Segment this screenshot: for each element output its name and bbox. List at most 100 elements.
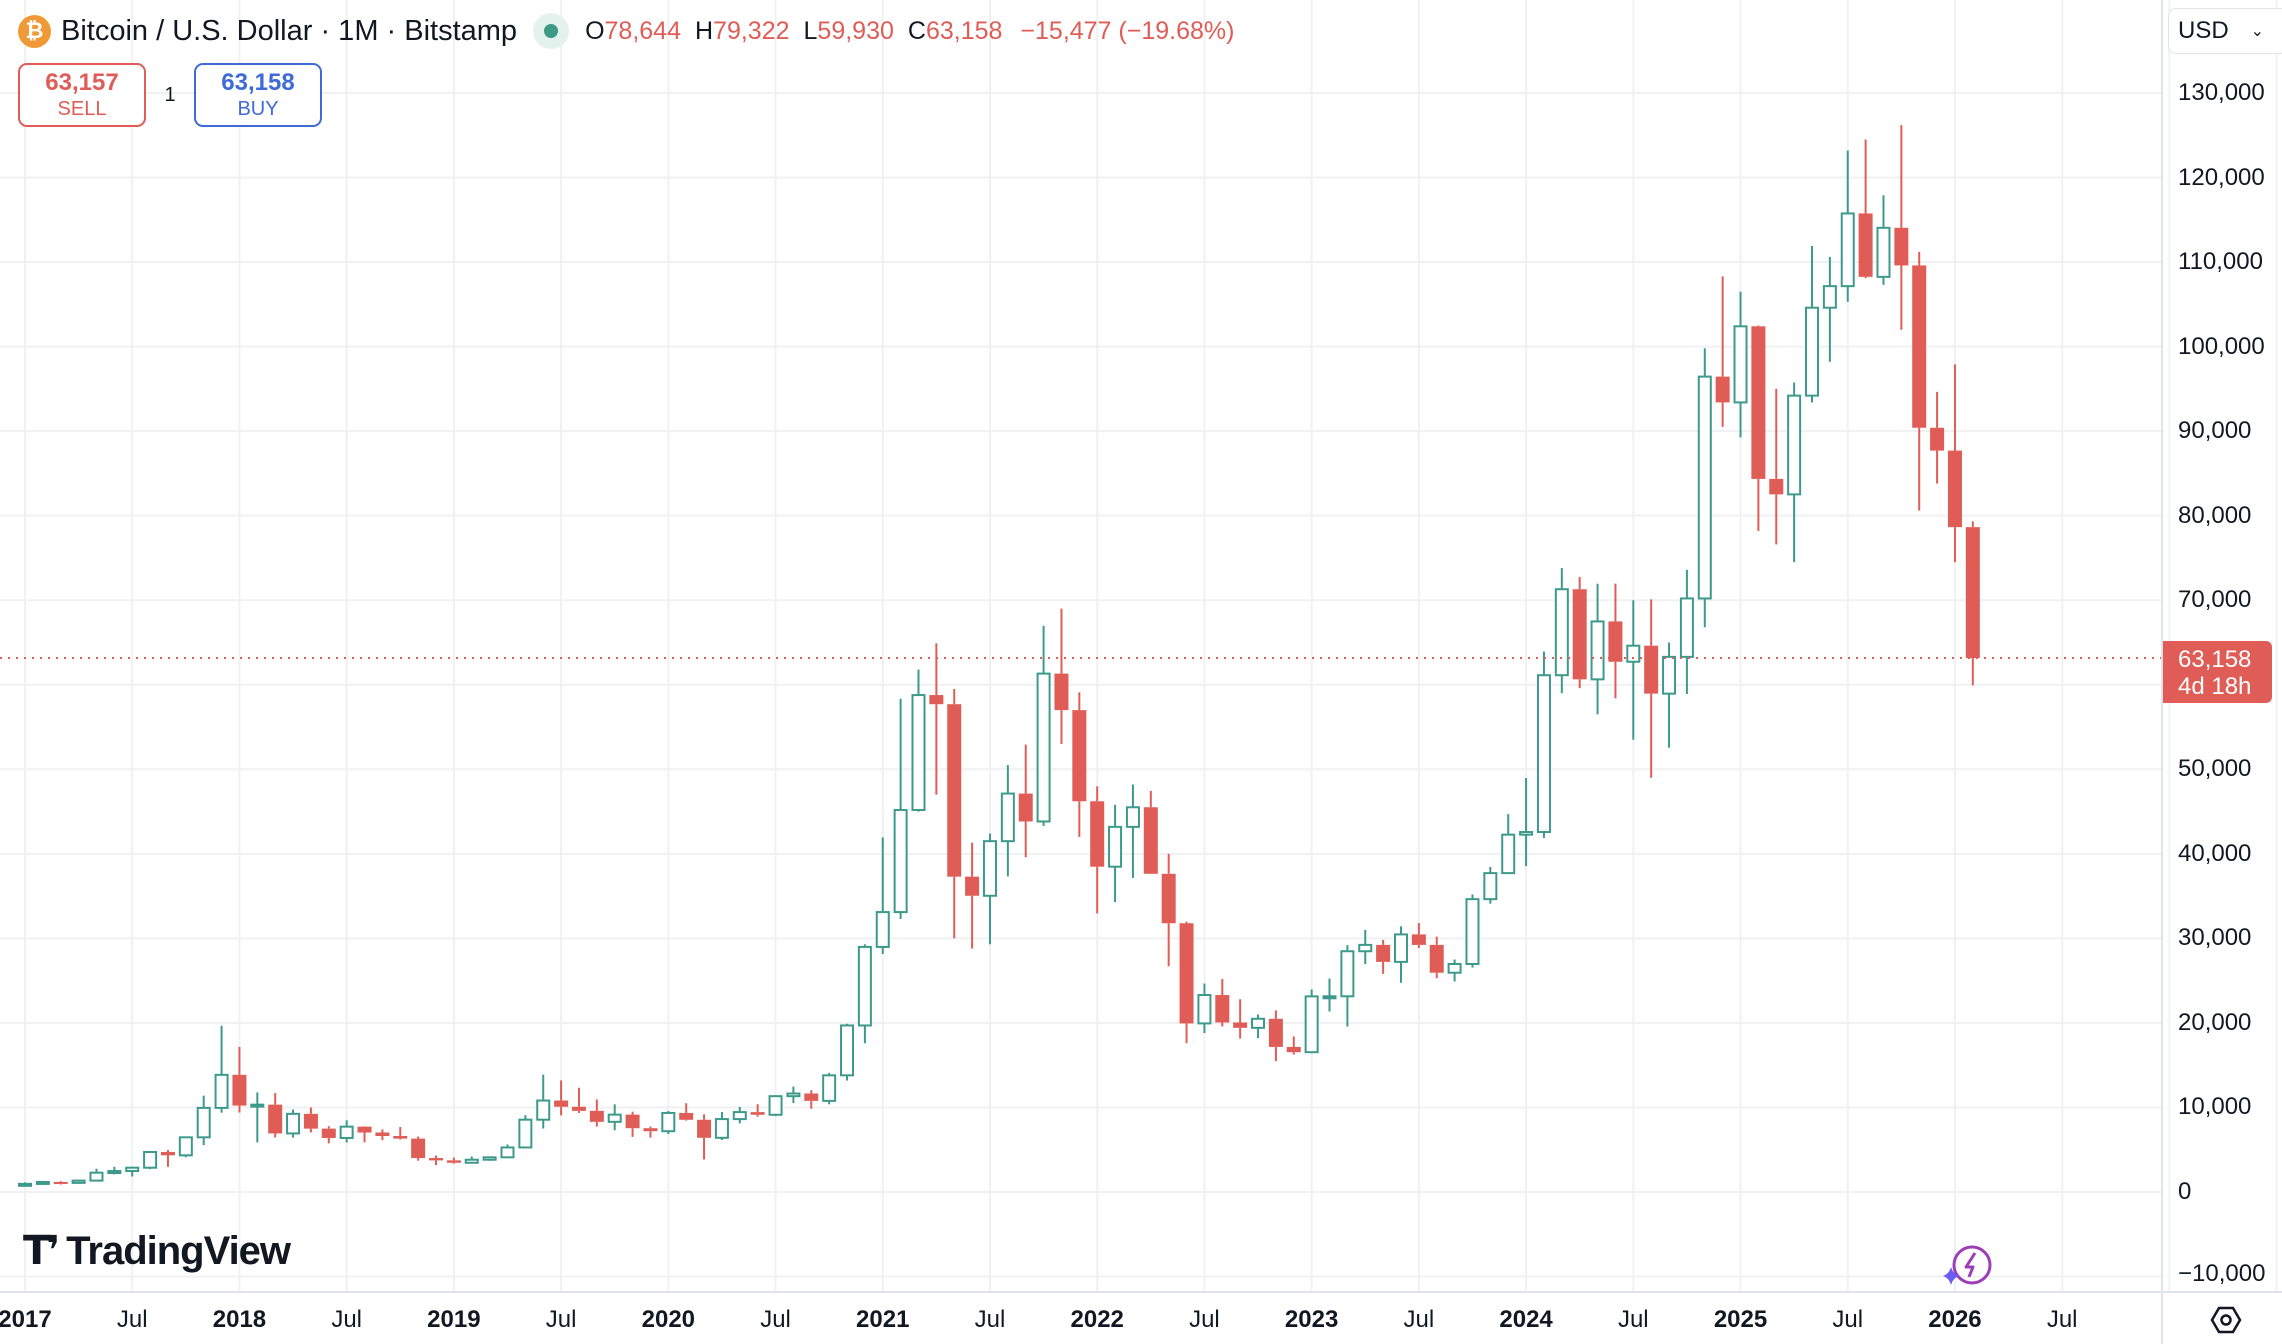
- price-axis-label: 100,000: [2178, 332, 2265, 360]
- candle: [982, 833, 997, 945]
- candle: [1536, 651, 1551, 838]
- candle: [518, 1115, 533, 1149]
- tradingview-mark-icon: T❜: [23, 1228, 60, 1274]
- candle: [18, 1182, 32, 1187]
- open-label: O: [585, 16, 605, 45]
- market-status-indicator[interactable]: [533, 13, 570, 49]
- candle: [1947, 364, 1962, 563]
- time-axis-label: 2019: [427, 1306, 481, 1333]
- chart-settings-icon[interactable]: [2210, 1304, 2242, 1336]
- candle: [1679, 569, 1694, 695]
- ai-spark-icon[interactable]: [1942, 1243, 1996, 1287]
- market-open-dot-icon: [544, 24, 559, 38]
- sell-price: 63,157: [45, 69, 119, 96]
- candle: [1644, 599, 1659, 778]
- buy-label: BUY: [237, 98, 279, 120]
- candle: [1108, 804, 1123, 903]
- grid-lines: [0, 0, 2278, 1292]
- symbol-title[interactable]: Bitcoin / U.S. Dollar · 1M · Bitstamp: [61, 14, 518, 47]
- candle: [1769, 388, 1784, 545]
- time-axis-label: Jul: [974, 1306, 1006, 1333]
- candle: [1268, 1010, 1283, 1062]
- candle: [1179, 921, 1194, 1044]
- candle: [1930, 391, 1945, 484]
- candle: [500, 1144, 515, 1159]
- time-axis-label: Jul: [545, 1306, 577, 1333]
- candle: [804, 1090, 819, 1109]
- candle: [1912, 251, 1927, 511]
- candle: [286, 1109, 301, 1138]
- candle: [125, 1166, 140, 1177]
- candle: [1894, 125, 1909, 330]
- candle: [89, 1168, 104, 1182]
- candle: [1697, 348, 1712, 628]
- current-price-value: 63,158: [2178, 646, 2252, 673]
- low-label: L: [803, 16, 818, 45]
- buy-button[interactable]: 63,158 BUY: [194, 63, 322, 127]
- candle: [1304, 989, 1319, 1054]
- chevron-down-icon: ⌄: [2250, 23, 2265, 40]
- bar-countdown: 4d 18h: [2178, 673, 2252, 700]
- time-axis-label: 2024: [1499, 1306, 1553, 1333]
- candle: [1608, 583, 1623, 699]
- candle: [1340, 945, 1355, 1027]
- time-axis-label: 2022: [1070, 1306, 1124, 1333]
- candle: [35, 1180, 50, 1185]
- candle: [571, 1087, 586, 1113]
- candle: [1715, 276, 1730, 427]
- candle: [1751, 325, 1766, 531]
- currency-label: USD: [2178, 17, 2229, 44]
- trade-panel: 63,157 SELL 1 63,158 BUY: [18, 63, 322, 127]
- candle: [1447, 959, 1462, 982]
- candle: [464, 1156, 479, 1164]
- candle: [303, 1107, 318, 1133]
- candles: [18, 125, 1980, 1187]
- candle: [160, 1149, 175, 1167]
- time-axis-label: Jul: [1189, 1306, 1220, 1333]
- candle: [1286, 1036, 1301, 1055]
- candle: [71, 1179, 86, 1184]
- time-axis-label: 2023: [1284, 1306, 1339, 1333]
- candle: [1590, 583, 1605, 715]
- candle: [268, 1093, 283, 1138]
- time-axis-label: Jul: [1832, 1306, 1864, 1333]
- quantity-value[interactable]: 1: [164, 83, 176, 106]
- current-price-tag: 63,158 4d 18h: [2163, 641, 2272, 703]
- symbol-header: ₿ Bitcoin / U.S. Dollar · 1M · Bitstamp …: [18, 10, 1234, 52]
- candle: [321, 1126, 336, 1144]
- candle: [1376, 939, 1391, 974]
- currency-select[interactable]: USD ⌄: [2168, 8, 2282, 54]
- candle: [893, 698, 908, 919]
- candle: [1858, 139, 1873, 279]
- price-axis-label: 120,000: [2178, 163, 2265, 191]
- candle: [232, 1046, 247, 1113]
- price-change: −15,477 (−19.68%): [1020, 16, 1235, 45]
- candle: [1787, 382, 1802, 563]
- time-axis-label: 2025: [1713, 1306, 1768, 1333]
- price-axis-label: 20,000: [2178, 1008, 2252, 1036]
- tradingview-logo[interactable]: T❜ TradingView: [23, 1228, 291, 1274]
- candle: [1393, 926, 1408, 983]
- sell-button[interactable]: 63,157 SELL: [18, 63, 146, 127]
- candle: [625, 1111, 640, 1137]
- time-axis-label: 2017: [0, 1306, 52, 1333]
- candle: [1215, 978, 1230, 1027]
- candle: [554, 1080, 569, 1116]
- time-axis-label: Jul: [1403, 1306, 1435, 1333]
- sell-label: SELL: [57, 98, 107, 120]
- candle: [1572, 576, 1587, 689]
- candle: [214, 1025, 229, 1113]
- time-axis-label: 2020: [641, 1306, 696, 1333]
- candle: [1072, 692, 1087, 837]
- candle: [1090, 786, 1105, 914]
- time-axis-label: Jul: [116, 1306, 148, 1333]
- candle: [1000, 765, 1015, 877]
- candle: [375, 1129, 390, 1141]
- price-axis-label: 50,000: [2178, 755, 2252, 783]
- price-axis-label: 10,000: [2178, 1093, 2252, 1121]
- price-axis-label: 80,000: [2178, 501, 2252, 529]
- candle: [661, 1111, 676, 1135]
- candle: [697, 1114, 712, 1160]
- candle: [947, 688, 962, 939]
